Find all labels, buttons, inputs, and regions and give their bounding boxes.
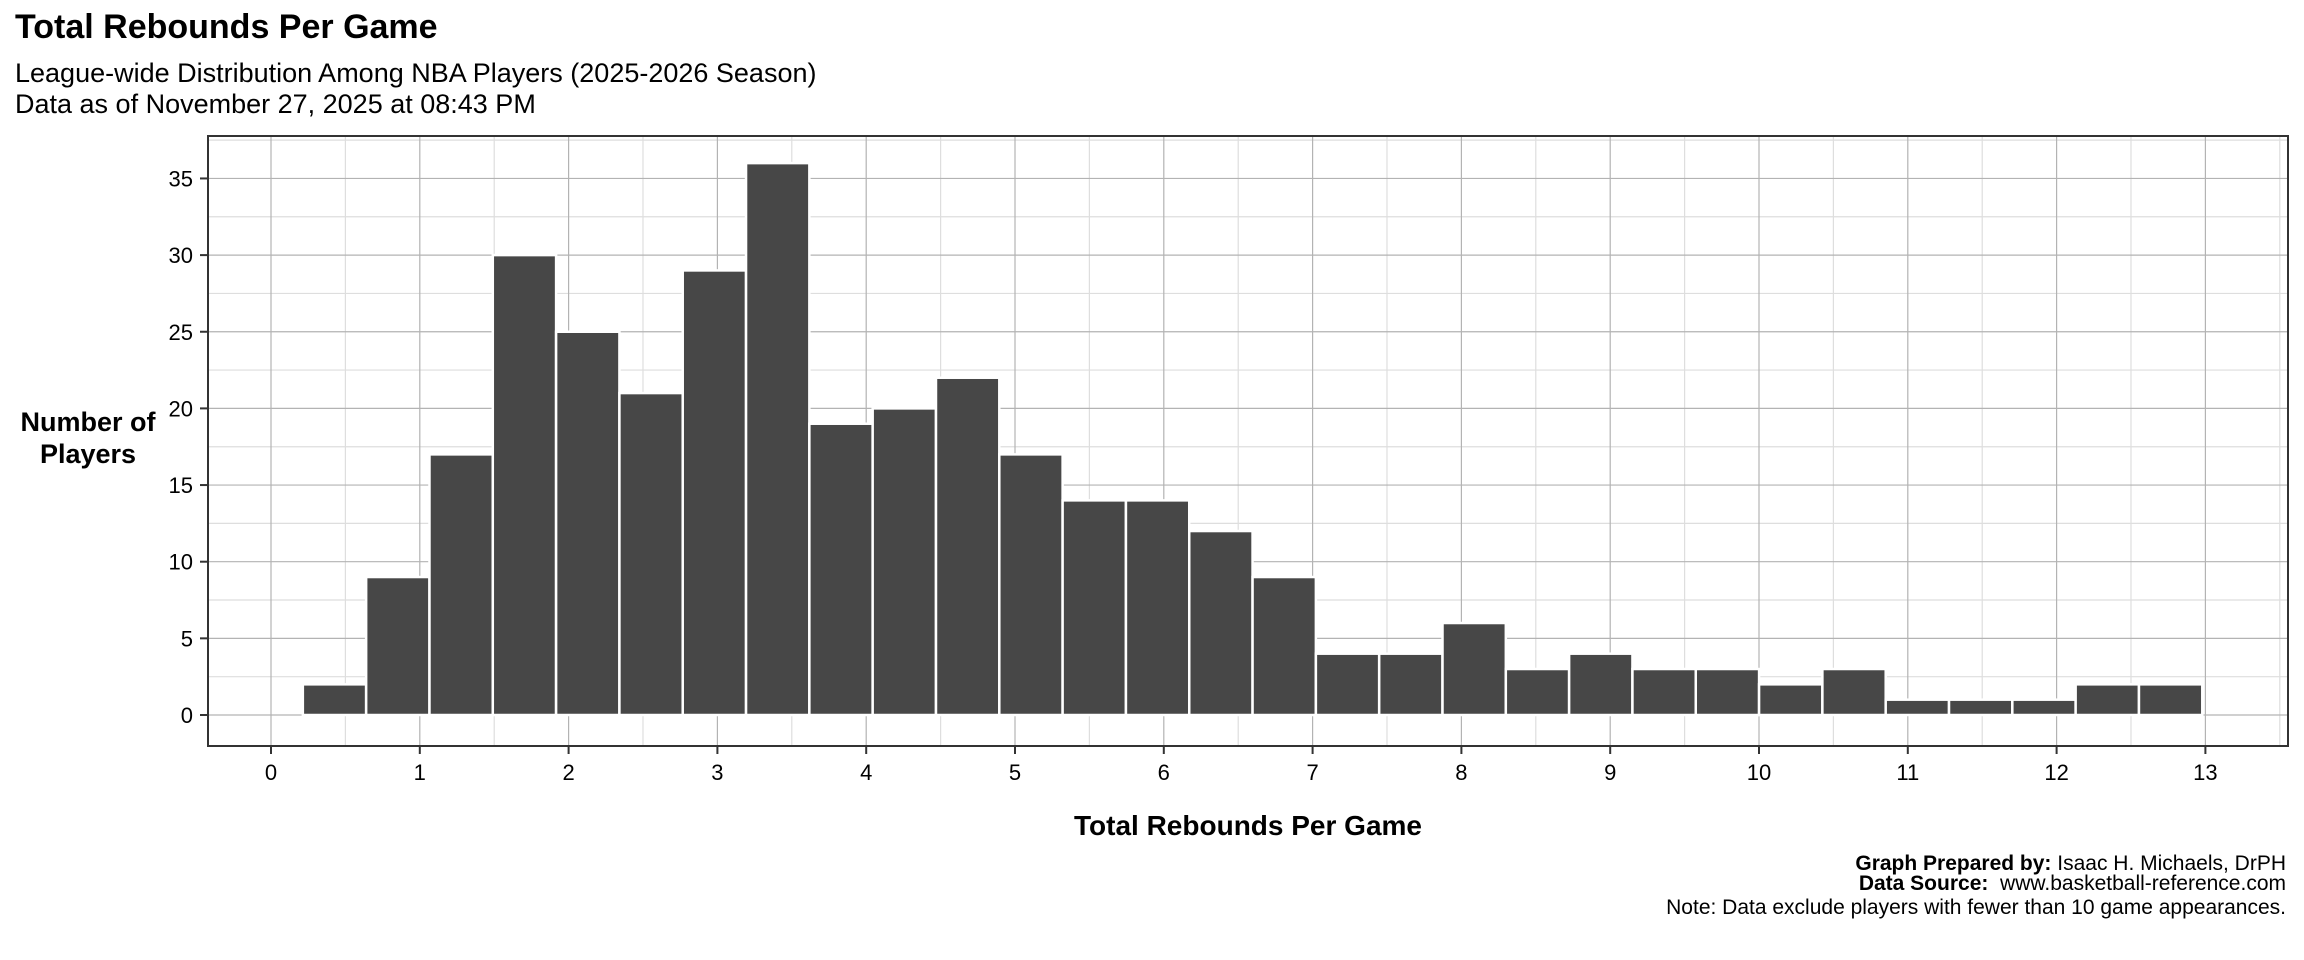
histogram-bar <box>301 683 368 717</box>
x-tick-label: 0 <box>265 760 277 785</box>
footnote: Note: Data exclude players with fewer th… <box>1666 896 2286 919</box>
histogram-bar <box>1504 667 1571 717</box>
x-tick-label: 12 <box>2044 760 2068 785</box>
y-tick-label: 15 <box>169 473 193 498</box>
x-axis-title: Total Rebounds Per Game <box>1074 810 1422 841</box>
panel-border <box>207 135 2289 747</box>
histogram-bar <box>1631 667 1698 717</box>
y-axis-title: Number of Players <box>8 406 168 470</box>
prepared-by-value: Isaac H. Michaels, DrPH <box>2057 852 2286 875</box>
x-tick-label: 10 <box>1747 760 1771 785</box>
histogram-bar <box>1314 652 1381 717</box>
y-tick-label: 20 <box>169 396 193 421</box>
histogram-bar <box>1947 698 2014 717</box>
histogram-bar <box>1884 698 1951 717</box>
histogram-bar <box>618 391 684 717</box>
prepared-by-label: Graph Prepared by: <box>1855 852 2052 875</box>
y-tick-label: 10 <box>169 550 193 575</box>
histogram-bar <box>2011 698 2077 717</box>
histogram-bar <box>681 269 748 717</box>
histogram-bar <box>1821 667 1887 717</box>
x-tick-label: 8 <box>1455 760 1467 785</box>
data-source-label: Data Source: <box>1858 872 1989 895</box>
histogram-bar <box>871 407 938 717</box>
y-axis-ticks: 0 5 10 15 20 25 30 35 <box>169 166 208 728</box>
x-tick-label: 5 <box>1009 760 1021 785</box>
x-axis-ticks: 0 1 2 3 4 5 6 7 8 9 10 11 12 13 <box>265 746 2218 785</box>
y-tick-label: 5 <box>181 626 193 651</box>
histogram-bar <box>1061 499 1128 717</box>
caption-prepared-by: Graph Prepared by: Isaac H. Michaels, Dr… <box>1855 852 2286 875</box>
histogram-bar <box>2074 683 2141 717</box>
histogram-bar <box>2137 683 2204 717</box>
y-tick-label: 35 <box>169 166 193 191</box>
histogram-bar <box>1377 652 1444 717</box>
histogram-bar <box>1441 621 1508 717</box>
x-tick-label: 7 <box>1306 760 1318 785</box>
histogram-bar <box>554 330 621 717</box>
chart-data-timestamp: Data as of November 27, 2025 at 08:43 PM <box>15 89 536 119</box>
x-tick-label: 3 <box>711 760 723 785</box>
chart-subtitle: League-wide Distribution Among NBA Playe… <box>15 58 817 88</box>
histogram-bar <box>998 453 1064 717</box>
histogram-bar <box>808 422 874 717</box>
histogram-bar <box>744 161 811 717</box>
y-tick-label: 25 <box>169 320 193 345</box>
histogram-bar <box>1251 575 1318 717</box>
histogram-bar <box>1567 652 1634 717</box>
y-tick-label: 0 <box>181 703 193 728</box>
x-tick-label: 6 <box>1158 760 1170 785</box>
x-tick-label: 11 <box>1896 760 1919 785</box>
histogram-bar <box>364 575 431 717</box>
y-axis-title-line: Players <box>39 439 137 469</box>
histogram-bar <box>934 376 1001 717</box>
x-tick-label: 2 <box>562 760 574 785</box>
x-tick-label: 4 <box>860 760 872 785</box>
histogram-bar <box>428 453 495 717</box>
data-source-value: www.basketball-reference.com <box>2000 872 2286 895</box>
x-tick-label: 1 <box>414 760 426 785</box>
histogram-bar <box>1187 529 1254 717</box>
x-tick-label: 13 <box>2193 760 2217 785</box>
histogram-bar <box>1124 499 1191 717</box>
y-axis-title-line: Number of <box>20 407 156 437</box>
caption-data-source: Data Source: www.basketball-reference.co… <box>1855 872 2286 895</box>
histogram-bar <box>1694 667 1761 717</box>
chart-title: Total Rebounds Per Game <box>15 8 438 46</box>
y-tick-label: 30 <box>169 243 193 268</box>
x-tick-label: 9 <box>1604 760 1616 785</box>
histogram-bars <box>301 161 2204 717</box>
caption-block: Graph Prepared by: Isaac H. Michaels, Dr… <box>1855 852 2286 895</box>
histogram-bar <box>491 253 558 717</box>
histogram-bar <box>1757 683 1824 717</box>
